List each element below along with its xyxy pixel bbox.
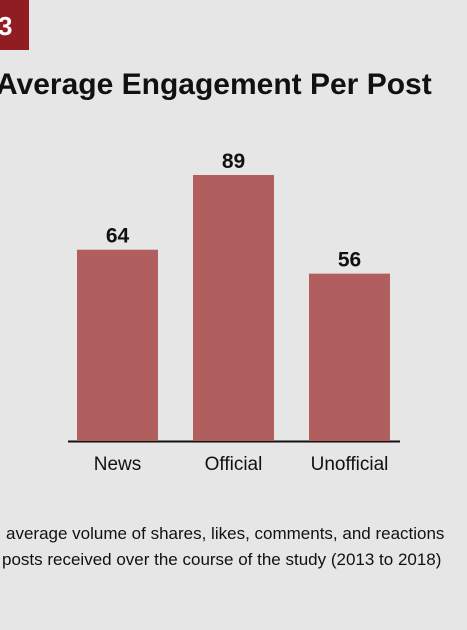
bar bbox=[77, 249, 158, 441]
bar bbox=[309, 273, 390, 441]
badge: 3 bbox=[0, 11, 12, 41]
caption-line: average volume of shares, likes, comment… bbox=[6, 524, 444, 543]
bar bbox=[193, 175, 274, 441]
caption-line: posts received over the course of the st… bbox=[2, 550, 441, 569]
x-tick-label: Unofficial bbox=[311, 454, 389, 475]
x-tick-label: Official bbox=[205, 454, 263, 475]
x-tick-label: News bbox=[94, 454, 142, 475]
value-label: 89 bbox=[222, 150, 245, 173]
value-label: 64 bbox=[106, 225, 130, 248]
badge-box bbox=[0, 0, 29, 50]
chart-title: Average Engagement Per Post bbox=[0, 68, 432, 101]
value-label: 56 bbox=[338, 249, 361, 272]
